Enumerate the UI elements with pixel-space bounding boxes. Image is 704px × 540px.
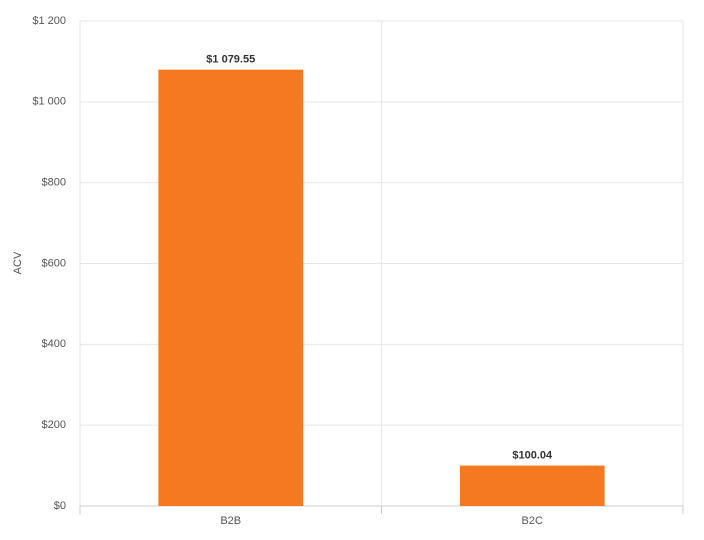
y-axis-label: ACV: [12, 251, 24, 274]
value-label: $100.04: [512, 449, 553, 461]
y-tick-label: $1 200: [32, 15, 66, 27]
bar: [158, 69, 304, 506]
y-tick-label: $1 000: [32, 96, 66, 108]
value-label: $1 079.55: [206, 54, 255, 66]
y-tick-label: $200: [42, 419, 66, 431]
x-tick-label: B2C: [522, 515, 543, 527]
y-tick-label: $400: [42, 338, 66, 350]
y-tick-label: $800: [42, 177, 66, 189]
bar: [459, 465, 605, 506]
y-tick-label: $600: [42, 257, 66, 269]
x-tick-label: B2B: [220, 515, 241, 527]
y-tick-label: $0: [54, 500, 66, 512]
